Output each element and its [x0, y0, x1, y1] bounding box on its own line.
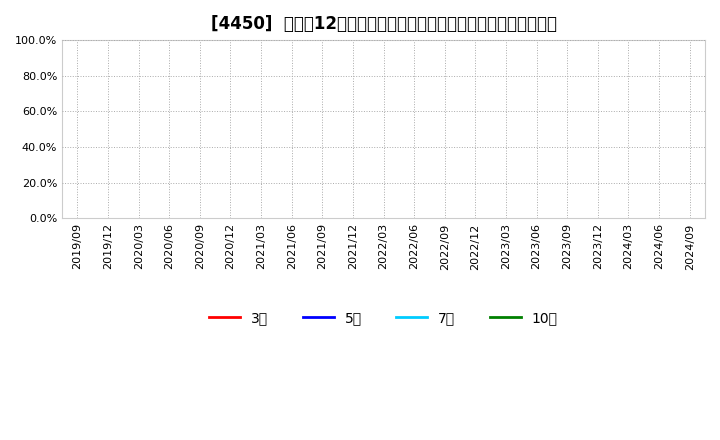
Title: [4450]  売上高12か月移動合計の対前年同期増減率の平均値の推移: [4450] 売上高12か月移動合計の対前年同期増減率の平均値の推移 — [210, 15, 557, 33]
Legend: 3年, 5年, 7年, 10年: 3年, 5年, 7年, 10年 — [204, 306, 563, 331]
